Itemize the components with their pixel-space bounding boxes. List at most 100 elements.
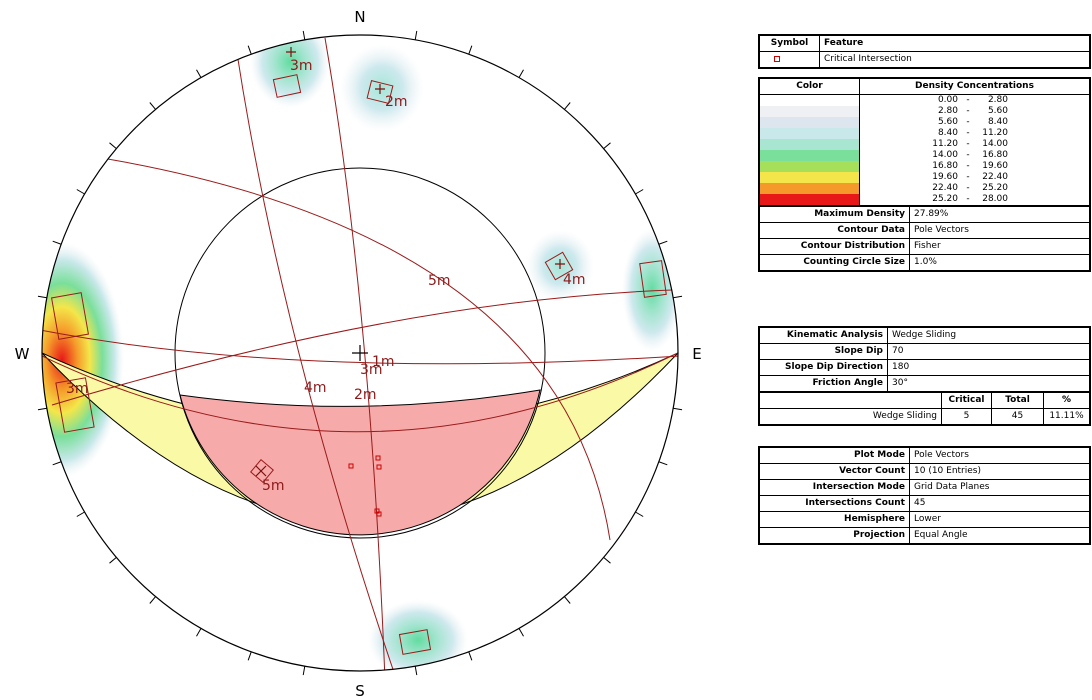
azimuth-tick [109,557,117,564]
range-from: 22.40 [932,183,958,193]
info-label: Intersection Mode [759,479,910,496]
great-circle [51,289,673,406]
info-row: Contour Data Pole Vectors [759,222,1090,239]
great-circle [234,39,401,671]
range-to: 22.40 [982,172,1008,182]
azimuth-tick [635,189,644,195]
info-label: Maximum Density [759,206,910,223]
range-to: 28.00 [982,194,1008,204]
density-cluster [340,44,424,132]
info-value: Equal Angle [909,527,1090,544]
range-from: 14.00 [932,150,958,160]
color-swatch [760,95,859,106]
range-to: 5.60 [987,106,1008,116]
results-blank-header [759,392,942,409]
azimuth-tick [247,45,252,55]
primitive-circle [41,34,679,672]
range-separator: - [966,194,970,204]
density-range-list: 0.00-2.80 2.80-5.60 5.60-8.40 8.40-11.20 11.… [861,95,1089,205]
density-cluster [622,228,678,352]
set-label: 4m [304,380,327,396]
set-label: 2m [354,387,377,403]
azimuth-tick [52,240,62,245]
info-label: Vector Count [759,463,910,480]
info-value: Lower [909,511,1090,528]
range-separator: - [966,161,970,171]
south-label: S [355,682,365,700]
range-to: 11.20 [982,128,1008,138]
east-label: E [692,345,701,363]
info-value: Grid Data Planes [909,479,1090,496]
info-value: 70 [887,343,1090,360]
range-separator: - [966,172,970,182]
azimuth-tick [37,295,47,299]
color-swatch [760,117,859,128]
range-to: 14.00 [982,139,1008,149]
azimuth-tick [149,102,156,110]
range-separator: - [966,117,970,127]
range-to: 2.80 [987,95,1008,106]
critical-intersection [375,455,381,461]
set-label: 5m [262,478,285,494]
color-header: Color [759,78,860,95]
pole-marker [255,465,267,477]
density-range: 16.80- 19.60 [861,161,1089,172]
azimuth-tick [518,69,524,78]
density-range: 14.00- 16.80 [861,150,1089,161]
info-label: Projection [759,527,910,544]
info-row: Maximum Density 27.89% [759,206,1090,223]
set-label: 5m [428,273,451,289]
set-label: 3m [360,362,383,378]
center-cross [352,345,368,361]
density-ranges: 0.00-2.80 2.80-5.60 5.60-8.40 8.40-11.20 11.… [859,94,1090,206]
set-label: 3m [290,58,313,74]
color-swatch [760,139,859,150]
azimuth-tick [673,295,683,299]
set-label: 3m [66,381,89,397]
info-label: Slope Dip [759,343,888,360]
pole-marker [555,259,565,269]
kinematic-results-table: Critical Total % Wedge Sliding 5 45 11.1… [759,392,1090,425]
azimuth-tick [673,407,683,411]
color-swatch [760,128,859,139]
info-value: 1.0% [909,254,1090,271]
info-label: Plot Mode [759,447,910,464]
plot-info-table: Plot Mode Pole Vectors Vector Count 10 (10 … [759,447,1090,544]
critical-intersection [376,511,382,517]
pole-window [272,74,302,98]
set-label: 1m [372,354,395,370]
feature-header: Feature [819,35,1090,52]
info-label: Hemisphere [759,511,910,528]
azimuth-tick [149,596,156,604]
info-label: Contour Data [759,222,910,239]
critical-header: Critical [941,392,992,409]
color-ramp [759,94,860,206]
info-row: Vector Count 10 (10 Entries) [759,463,1090,480]
density-range: 19.60- 22.40 [861,172,1089,183]
azimuth-tick [468,45,473,55]
pole-windows [51,74,667,655]
azimuth-tick [196,628,202,637]
azimuth-tick [109,142,117,149]
pole-window [398,629,432,655]
kinematic-info-table: Kinematic Analysis Wedge Sliding Slope Dip… [759,327,1090,392]
critical-intersections [348,455,382,517]
range-from: 5.60 [937,117,958,127]
density-title: Density Concentrations [859,78,1090,95]
info-value: Wedge Sliding [887,327,1090,344]
azimuth-tick [414,30,418,40]
pole-window [55,377,95,433]
critical-intersection-symbol [759,51,820,68]
info-value: Fisher [909,238,1090,255]
info-row: Hemisphere Lower [759,511,1090,528]
density-range: 11.20- 14.00 [861,139,1089,150]
legend-symbol-table: Symbol Feature Critical Intersection [758,34,1091,69]
range-from: 25.20 [932,194,958,204]
info-value: 30° [887,375,1090,392]
azimuth-tick [603,557,611,564]
critical-zone [179,389,541,536]
great-circle [324,37,386,671]
total-header: Total [991,392,1044,409]
info-row: Intersections Count 45 [759,495,1090,512]
legend-density-table: Color Density Concentrations 0.00-2.80 2.… [758,77,1091,272]
